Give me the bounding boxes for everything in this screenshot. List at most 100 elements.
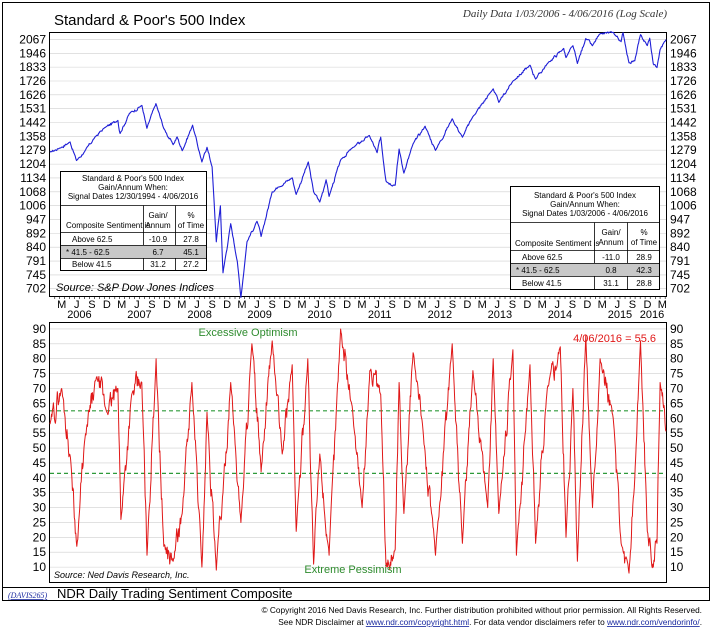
x-tick-month-label: M	[478, 299, 487, 311]
x-tick-month-label: S	[509, 299, 516, 311]
spx-ytick-label-left: 1626	[19, 88, 46, 102]
x-tick-year-label: 2010	[307, 309, 331, 321]
spx-plot-area	[49, 32, 667, 297]
x-tick-month-label: S	[268, 299, 275, 311]
x-tick-month-label: S	[148, 299, 155, 311]
x-tick-month-label: J	[134, 299, 140, 311]
stats-left-row3-pct: 27.2	[183, 260, 199, 269]
stats-right-row3-pct: 28.8	[636, 279, 652, 288]
spx-ytick-label-left: 1068	[19, 185, 46, 199]
x-tick-year-label: 2013	[488, 309, 512, 321]
stats-right-head-col3a: %	[640, 228, 647, 237]
x-tick-year-label: 2008	[187, 309, 211, 321]
sentiment-ytick-label-left: 65	[33, 396, 47, 410]
x-tick-year-label: 2015	[608, 309, 632, 321]
sentiment-ytick-label-right: 65	[670, 396, 684, 410]
chart-title: Standard & Poor's 500 Index	[54, 12, 246, 29]
stats-right-row2-gain: 0.8	[605, 266, 617, 275]
stats-left-row1-pct: 27.8	[183, 235, 199, 244]
spx-y-axis-left: 7027457918408929471006106811341204127913…	[19, 32, 46, 295]
spx-ytick-label-left: 892	[26, 226, 46, 240]
footer-disclaimer-mid: . For data vendor disclaimers refer to	[469, 617, 607, 627]
x-tick-month-label: S	[88, 299, 95, 311]
spx-ytick-label-left: 1134	[20, 171, 46, 185]
current-value-label: 4/06/2016 = 55.6	[573, 333, 656, 345]
sentiment-ytick-label-right: 25	[670, 515, 684, 529]
sentiment-ytick-label-right: 80	[670, 352, 684, 366]
spx-ytick-label-right: 1833	[670, 60, 697, 74]
stats-right-row3-gain: 31.1	[603, 279, 619, 288]
x-tick-year-label: 2012	[428, 309, 452, 321]
spx-ytick-label-right: 892	[670, 226, 690, 240]
x-tick-month-label: D	[163, 299, 171, 311]
stats-right-row3-label: Below 41.5	[522, 279, 562, 288]
spx-ytick-label-left: 791	[26, 254, 46, 268]
x-tick-month-label: J	[374, 299, 380, 311]
sentiment-ytick-label-left: 15	[33, 545, 47, 559]
sentiment-ytick-label-right: 15	[670, 545, 684, 559]
stats-right-head-col2b: Annum	[598, 238, 624, 247]
chart-subtitle: Daily Data 1/03/2006 - 4/06/2016 (Log Sc…	[462, 8, 667, 20]
spx-ytick-label-left: 1946	[19, 46, 46, 60]
stats-left-head-col3a: %	[187, 211, 194, 220]
x-tick-month-label: M	[357, 299, 366, 311]
stats-left-head-col3b: of Time	[178, 221, 205, 230]
stats-left-shaded-row	[61, 245, 206, 258]
stats-right-title3: Signal Dates 1/03/2006 - 4/06/2016	[522, 209, 648, 218]
x-tick-month-label: J	[74, 299, 80, 311]
sentiment-ytick-label-right: 75	[670, 367, 684, 381]
x-tick-month-label: M	[658, 299, 667, 311]
x-tick-year-label: 2014	[548, 309, 572, 321]
stats-table-left: Standard & Poor's 500 Index Gain/Annum W…	[60, 171, 207, 271]
x-tick-month-label: S	[629, 299, 636, 311]
stats-right-shaded-row	[511, 263, 659, 276]
x-tick-month-label: S	[208, 299, 215, 311]
stats-left-row3-label: Below 41.5	[72, 260, 112, 269]
spx-ytick-label-right: 1626	[670, 88, 697, 102]
stats-left-title3: Signal Dates 12/30/1994 - 4/06/2016	[68, 192, 199, 201]
sentiment-ytick-label-left: 45	[33, 456, 47, 470]
x-tick-month-label: M	[57, 299, 66, 311]
spx-ytick-label-right: 1204	[670, 157, 697, 171]
stats-left-row3-gain: 31.2	[150, 260, 166, 269]
footer-disclaimer-end: .	[700, 617, 702, 627]
footer-link-copyright[interactable]: www.ndr.com/copyright.html	[365, 617, 469, 627]
x-tick-month-label: S	[389, 299, 396, 311]
spx-ytick-label-left: 840	[26, 240, 46, 254]
sentiment-ytick-label-right: 30	[670, 501, 684, 515]
spx-series	[49, 31, 667, 298]
footer-link-vendorinfo[interactable]: www.ndr.com/vendorinfo/	[606, 617, 700, 627]
spx-ytick-label-left: 1204	[19, 157, 46, 171]
x-tick-month-label: D	[643, 299, 651, 311]
spx-ytick-label-right: 1726	[670, 74, 697, 88]
stats-left-title2: Gain/Annum When:	[98, 183, 168, 192]
label-extreme-pessimism: Extreme Pessimism	[304, 564, 401, 576]
spx-ytick-label-left: 1358	[19, 129, 46, 143]
stats-right-row1-label: Above 62.5	[522, 253, 563, 262]
x-tick-month-label: J	[435, 299, 441, 311]
sentiment-plot-area	[49, 322, 667, 583]
stats-left-head-col2b: Annum	[145, 221, 171, 230]
spx-source: Source: S&P Dow Jones Indices	[56, 282, 214, 294]
stats-right-row2-pct: 42.3	[636, 266, 652, 275]
spx-ytick-label-right: 1358	[670, 129, 697, 143]
sentiment-ytick-label-left: 85	[33, 337, 47, 351]
stats-left-row2-label: * 41.5 - 62.5	[66, 248, 110, 257]
x-tick-year-label: 2006	[67, 309, 91, 321]
footer-copyright: © Copyright 2016 Ned Davis Research, Inc…	[261, 605, 702, 615]
sentiment-ytick-label-right: 55	[670, 426, 684, 440]
footer-disclaimer: See NDR Disclaimer at www.ndr.com/copyri…	[278, 617, 702, 627]
spx-ytick-label-right: 840	[670, 240, 690, 254]
sentiment-ytick-label-left: 40	[33, 471, 47, 485]
x-tick-month-label: D	[403, 299, 411, 311]
footer-disclaimer-pre: See NDR Disclaimer at	[278, 617, 366, 627]
stats-right-head-col2a: Gain/	[601, 228, 621, 237]
x-tick-month-label: D	[283, 299, 291, 311]
x-tick-month-label: S	[329, 299, 336, 311]
spx-ytick-label-right: 791	[670, 254, 690, 268]
stats-left-head-col2a: Gain/	[148, 211, 168, 220]
x-tick-month-label: D	[523, 299, 531, 311]
spx-ytick-label-left: 1442	[19, 115, 46, 129]
footer-code-link[interactable]: (DAVIS265)	[8, 591, 47, 600]
